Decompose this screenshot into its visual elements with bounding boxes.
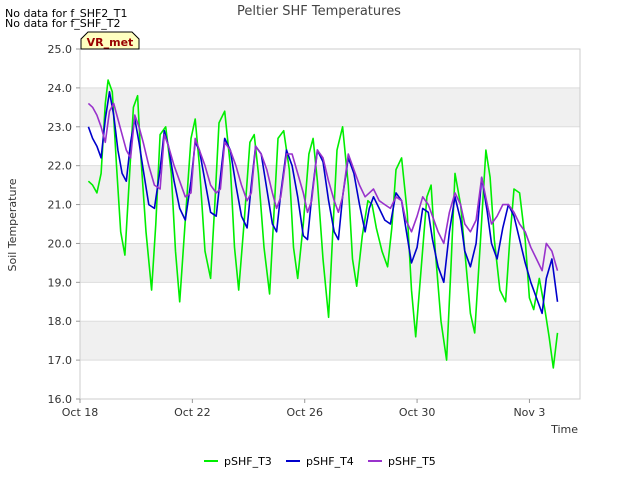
no-data-message-2: No data for f_SHF_T2 — [5, 17, 121, 30]
legend: pSHF_T3 pSHF_T4 pSHF_T5 — [204, 455, 436, 468]
y-axis-label: Soil Temperature — [6, 178, 19, 271]
x-axis-label: Time — [550, 423, 578, 436]
y-tick-label: 25.0 — [48, 43, 73, 56]
legend-label-pSHF_T3: pSHF_T3 — [224, 455, 272, 468]
plot-frame — [79, 48, 581, 400]
grid-bands — [80, 48, 580, 400]
y-tick-label: 24.0 — [48, 82, 73, 95]
chart-title: Peltier SHF Temperatures — [237, 4, 401, 19]
legend-label-pSHF_T5: pSHF_T5 — [388, 455, 436, 468]
grid-band — [80, 360, 580, 399]
y-tick-label: 16.0 — [48, 393, 73, 406]
x-axis-ticks: Oct 18 Oct 22 Oct 26 Oct 30 Nov 3 — [62, 399, 545, 419]
series-line-pSHF_T5 — [87, 102, 559, 272]
series-lines — [87, 79, 559, 369]
grid-band — [80, 87, 580, 127]
x-tick-label: Nov 3 — [513, 406, 545, 419]
y-tick-label: 17.0 — [48, 354, 73, 367]
grid-band — [80, 49, 580, 88]
x-tick-label: Oct 18 — [62, 406, 99, 419]
badge-label: VR_met — [87, 36, 134, 49]
badge-shape — [80, 31, 140, 50]
y-tick-label: 21.0 — [48, 199, 73, 212]
y-tick-label: 22.0 — [48, 160, 73, 173]
x-tick-label: Oct 30 — [399, 406, 436, 419]
vr-met-badge: VR_met — [80, 31, 140, 50]
y-tick-label: 19.0 — [48, 276, 73, 289]
x-tick-label: Oct 22 — [174, 406, 211, 419]
grid-band — [80, 321, 580, 361]
x-tick-label: Oct 26 — [286, 406, 323, 419]
legend-label-pSHF_T4: pSHF_T4 — [306, 455, 354, 468]
y-tick-label: 18.0 — [48, 315, 73, 328]
y-tick-label: 23.0 — [48, 121, 73, 134]
no-data-message-1: No data for f_SHF2_T1 — [5, 7, 128, 20]
y-tick-label: 20.0 — [48, 237, 73, 250]
y-axis-ticks: 16.0 17.0 18.0 19.0 20.0 21.0 22.0 23.0 24.0 25.0 — [48, 43, 80, 406]
grid-band — [80, 126, 580, 166]
